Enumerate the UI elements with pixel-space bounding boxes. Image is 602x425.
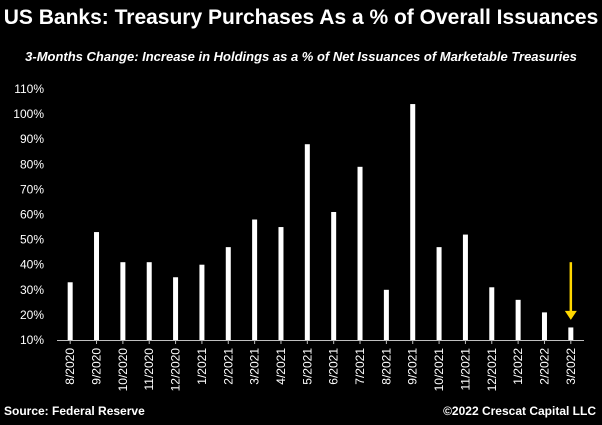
bar [173,277,179,340]
y-tick-label: 60% [20,208,44,222]
y-axis: 10% 20% 30% 40% 50% 60% 70% 80% 90% 100% 110% [13,82,44,347]
bar [199,264,205,340]
x-tick-label: 12/2020 [169,348,183,392]
source-note: Source: Federal Reserve [4,404,145,418]
x-tick-label: 4/2021 [274,348,288,385]
bar [436,247,442,340]
bar [331,211,337,340]
x-tick-label: 8/2021 [379,348,393,385]
x-tick-label: 2/2021 [221,348,235,385]
bar [515,299,521,340]
bar [489,287,495,340]
annotation-group [564,262,577,320]
chart-subtitle: 3-Months Change: Increase in Holdings as… [25,49,577,64]
x-tick-label: 9/2021 [406,348,420,385]
x-tick-label: 1/2022 [511,348,525,385]
x-tick-label: 11/2020 [142,348,156,391]
y-tick-label: 80% [20,157,44,171]
x-tick-label: 6/2021 [327,348,341,385]
bar [94,232,100,340]
y-tick-label: 40% [20,258,44,272]
bar [252,219,258,340]
bar [67,282,73,340]
x-tick-label: 3/2022 [564,348,578,385]
bar [568,327,574,340]
bar [304,144,310,340]
arrow-head [564,310,577,320]
y-tick-label: 50% [20,233,44,247]
bar [278,227,284,340]
bar [410,104,416,340]
x-tick-label: 10/2020 [116,348,130,392]
x-tick-label: 8/2020 [63,348,77,385]
bar [541,312,547,340]
x-tick-label: 5/2021 [300,348,314,385]
x-tick-label: 9/2020 [90,348,104,385]
bar [357,166,363,340]
x-tick-label: 7/2021 [353,348,367,385]
bars-group [67,104,574,340]
x-tick-label: 10/2021 [432,348,446,392]
y-tick-label: 10% [20,333,44,347]
y-tick-label: 90% [20,132,44,146]
x-tick-label: 1/2021 [195,348,209,385]
x-axis: 8/2020 9/2020 10/2020 11/2020 12/2020 1/2021 2… [63,340,578,391]
y-tick-label: 30% [20,283,44,297]
x-tick-label: 2/2022 [537,348,551,385]
y-tick-label: 110% [14,82,44,96]
bar [120,262,126,340]
copyright-note: ©2022 Crescat Capital LLC [443,404,596,418]
chart-title: US Banks: Treasury Purchases As a % of O… [3,6,599,29]
y-tick-label: 100% [13,107,44,121]
y-tick-label: 20% [20,308,44,322]
bar [383,289,389,340]
bar [462,234,468,340]
y-tick-label: 70% [20,182,44,196]
x-tick-label: 12/2021 [485,348,499,392]
bar [146,262,152,340]
x-tick-label: 11/2021 [458,348,472,391]
x-tick-label: 3/2021 [248,348,262,385]
bar [225,247,231,340]
